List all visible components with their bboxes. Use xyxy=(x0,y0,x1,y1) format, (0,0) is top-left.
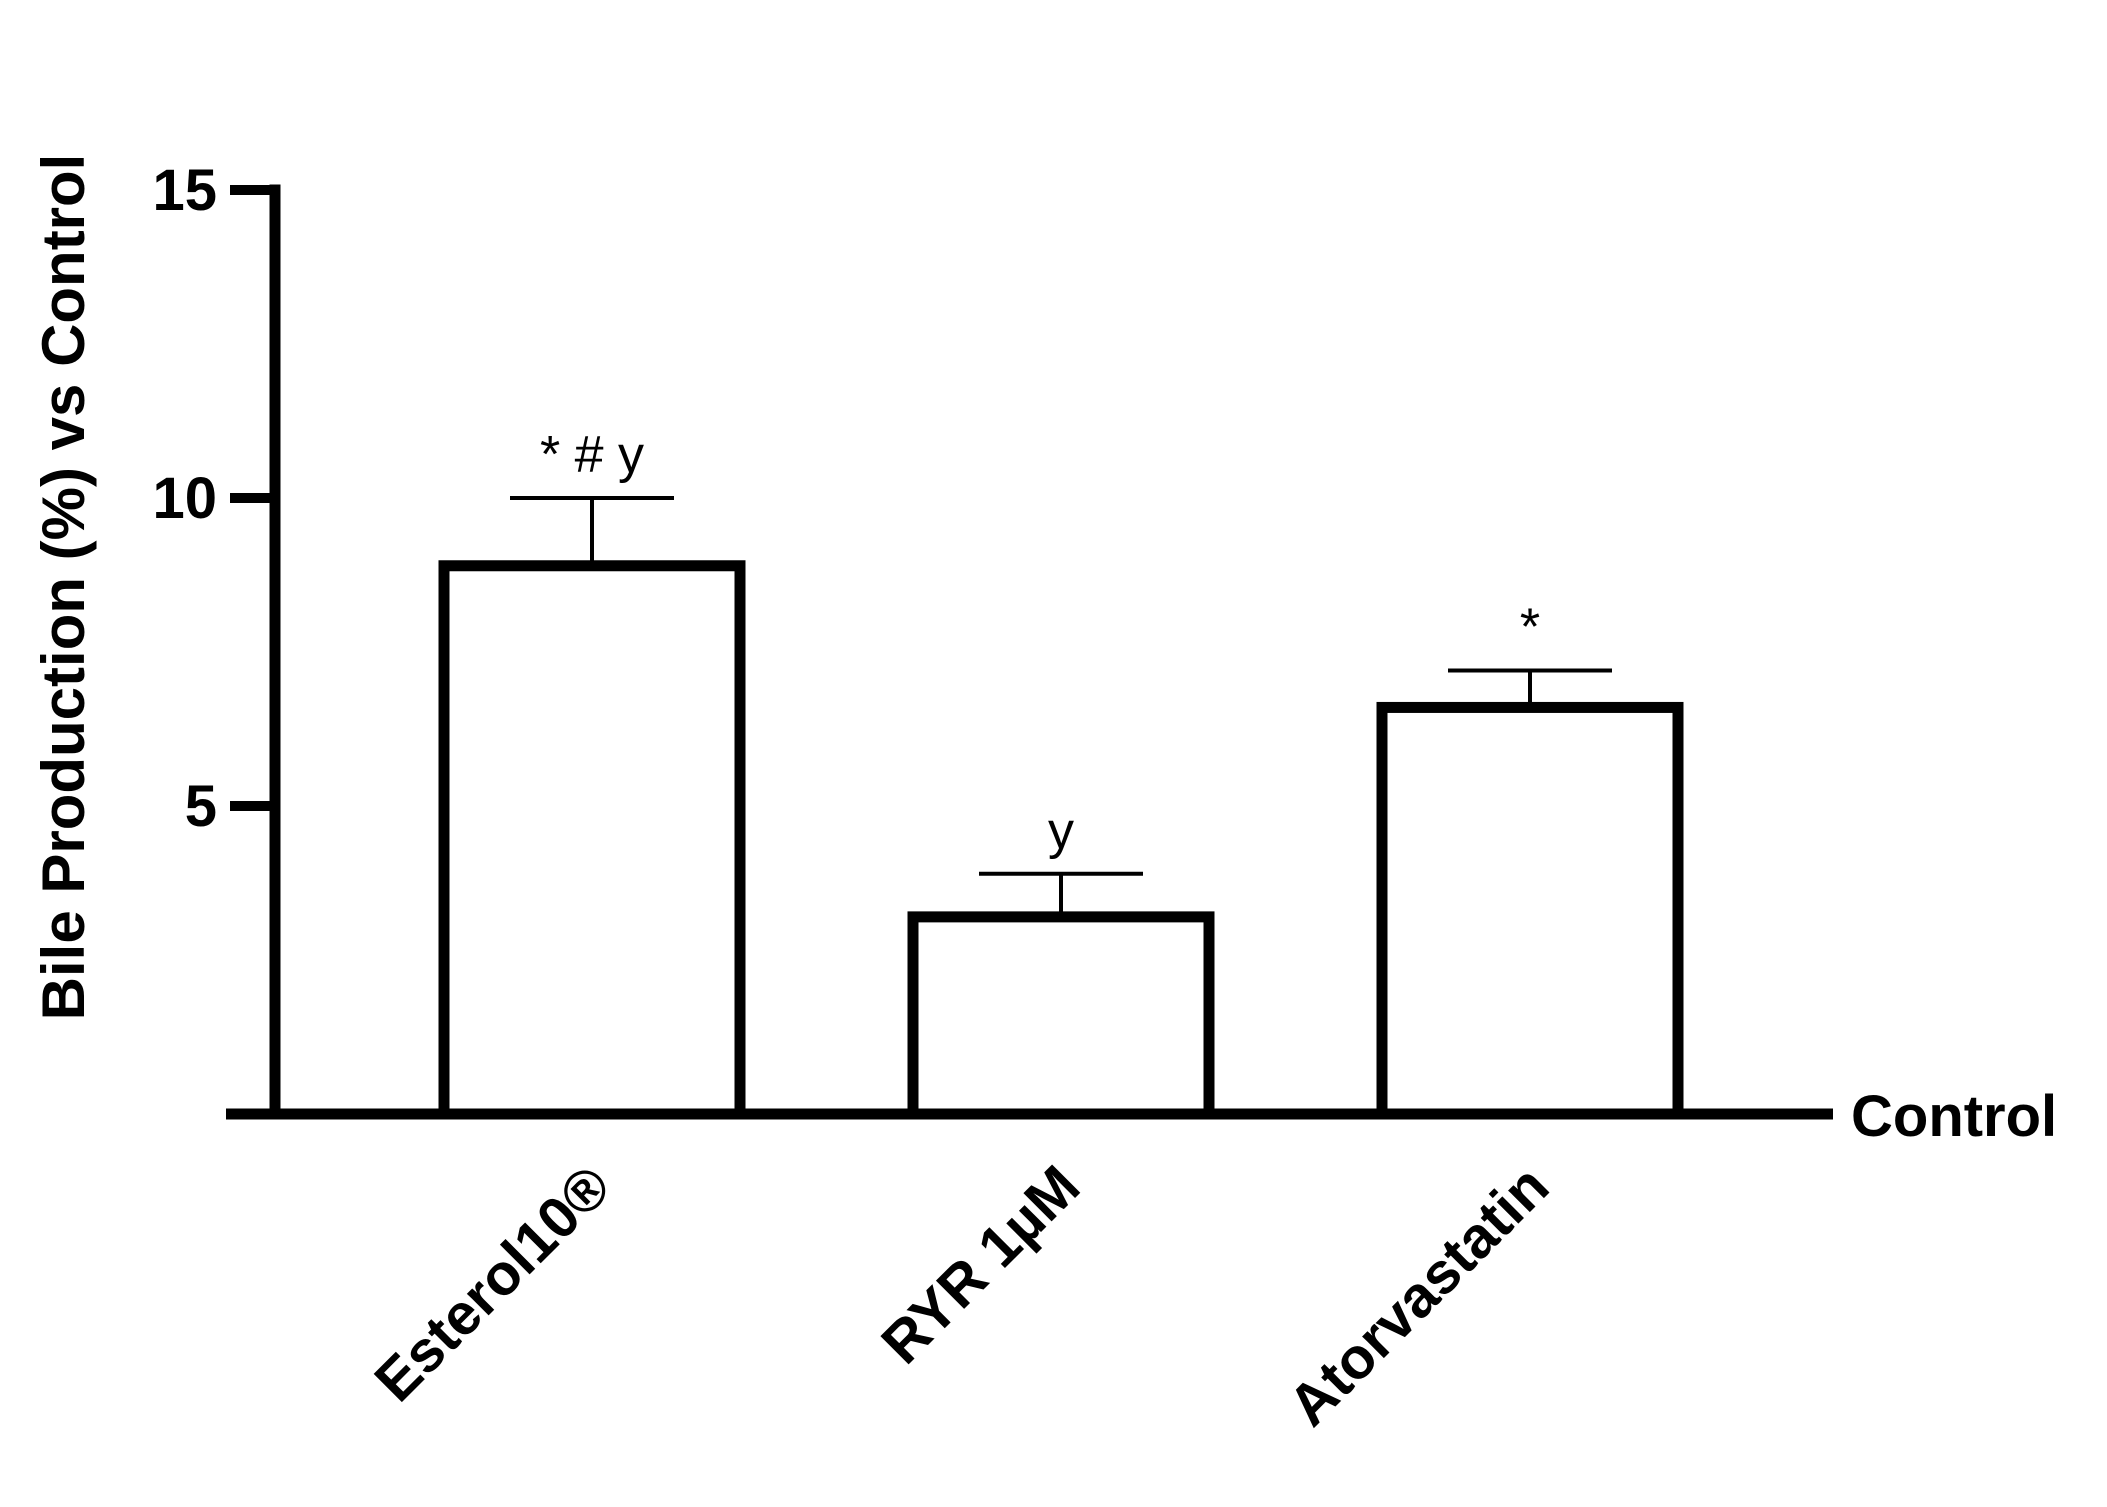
y-tick-label: 15 xyxy=(152,158,217,223)
y-axis-title: Bile Production (%) vs Control xyxy=(30,154,97,1021)
error-bars xyxy=(510,496,1612,917)
bar xyxy=(438,560,746,1120)
category-label: Esterol10® xyxy=(362,1153,623,1414)
annotations: * # y y * xyxy=(540,426,1540,860)
bar xyxy=(1376,701,1684,1120)
y-ticks xyxy=(230,185,275,811)
category-label: RYR 1µM xyxy=(869,1153,1092,1376)
y-tick-label: 5 xyxy=(185,774,217,839)
category-labels: Esterol10® RYR 1µM Atorvastatin xyxy=(362,1153,1561,1438)
significance-label: * # y xyxy=(540,426,644,484)
bar xyxy=(907,911,1215,1120)
baseline-label: Control xyxy=(1851,1084,2057,1149)
y-tick-label: 10 xyxy=(152,466,217,531)
significance-label: y xyxy=(1048,802,1074,860)
y-tick-labels: 5 10 15 xyxy=(152,158,217,839)
category-label: Atorvastatin xyxy=(1276,1153,1561,1438)
significance-label: * xyxy=(1520,598,1540,656)
